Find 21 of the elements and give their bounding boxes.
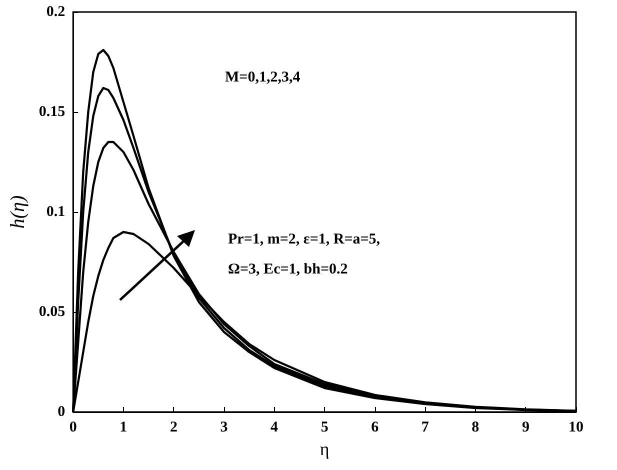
y-tick-label: 0.2 — [46, 4, 66, 20]
y-tick-label: 0.1 — [46, 204, 66, 220]
x-tick-label: 9 — [522, 420, 530, 436]
y-tick-label: 0.15 — [38, 104, 66, 120]
x-axis-title: η — [320, 438, 330, 459]
x-tick-label: 6 — [371, 420, 380, 436]
y-tick-label: 0.05 — [38, 304, 66, 320]
x-tick-label: 8 — [472, 420, 480, 436]
x-tick-label: 10 — [568, 420, 584, 436]
y-axis-title: h(η) — [7, 195, 29, 229]
x-tick-label: 1 — [120, 420, 128, 436]
x-tick-label: 7 — [421, 420, 430, 436]
annotation: M=0,1,2,3,4 — [225, 70, 301, 86]
x-tick-label: 3 — [220, 420, 228, 436]
annotation: Ω=3, Ec=1, bh=0.2 — [228, 262, 348, 278]
x-tick-label: 5 — [320, 420, 328, 436]
y-tick-label: 0 — [58, 404, 66, 420]
annotation: Pr=1, m=2, ε=1, R=a=5, — [228, 232, 380, 248]
x-tick-label: 2 — [170, 420, 178, 436]
x-tick-label: 4 — [270, 420, 279, 436]
x-tick-label: 0 — [69, 420, 77, 436]
